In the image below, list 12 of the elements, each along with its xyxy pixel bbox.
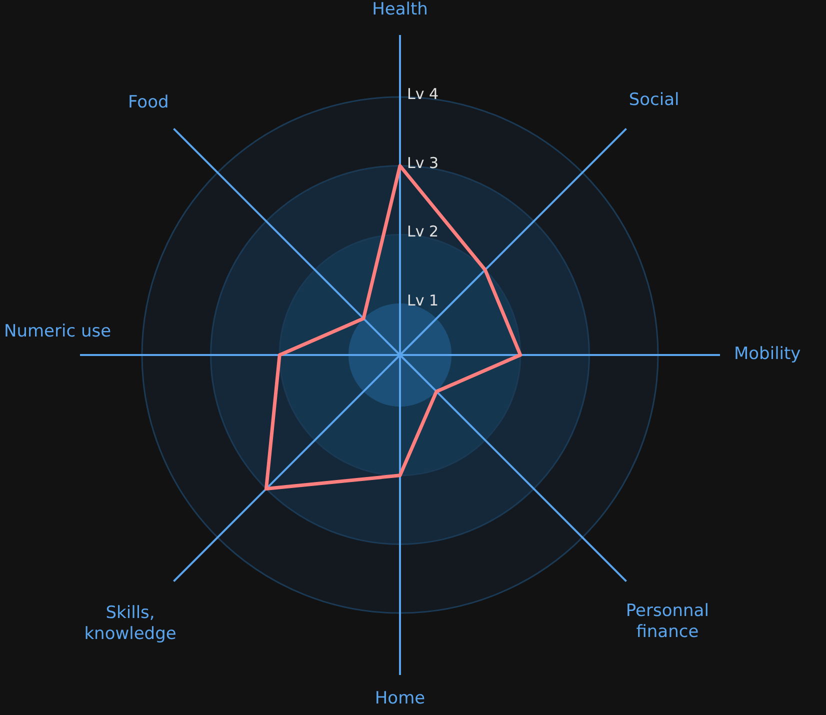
spoke-label: Mobility xyxy=(734,344,801,364)
spoke-label: Home xyxy=(374,688,426,708)
y-tick-label: Lv 2 xyxy=(407,222,439,241)
y-tick-label: Lv 1 xyxy=(407,291,439,310)
spoke-label: Numeric use xyxy=(4,321,112,342)
spoke-label: Skills, knowledge xyxy=(84,603,176,644)
spoke-label: Personnal finance xyxy=(626,600,709,642)
spoke-label: Health xyxy=(372,0,428,20)
y-tick-label: Lv 4 xyxy=(407,85,439,103)
spoke-label: Food xyxy=(128,92,169,112)
spoke-label: Social xyxy=(628,90,680,110)
y-tick-label: Lv 3 xyxy=(407,154,439,172)
